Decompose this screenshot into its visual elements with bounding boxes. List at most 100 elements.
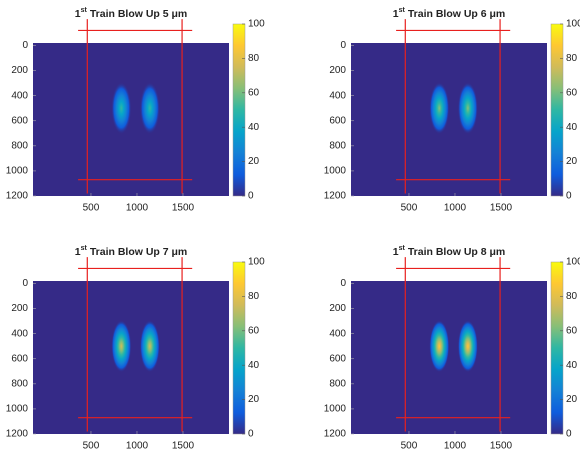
- title-prefix: 1: [393, 246, 399, 258]
- title-text: Train Blow Up 5 μm: [90, 8, 187, 20]
- colorbar-tick-label: 40: [248, 360, 260, 371]
- y-tick-label: 800: [11, 140, 28, 151]
- colorbar-tick-label: 40: [566, 360, 578, 371]
- x-tick-label: 1500: [490, 203, 513, 214]
- colorbar-tick-label: 20: [566, 394, 578, 405]
- subplot-title: 1st Train Blow Up 6 μm: [393, 7, 506, 20]
- x-tick-label: 1000: [126, 203, 149, 214]
- x-tick-label: 1500: [172, 203, 195, 214]
- beam-spot: [429, 82, 450, 135]
- y-tick-label: 1200: [324, 429, 347, 440]
- colorbar-tick-label: 80: [566, 53, 578, 64]
- y-tick-label: 400: [11, 90, 28, 101]
- image-background: [33, 43, 229, 196]
- y-tick-label: 1000: [6, 404, 29, 415]
- y-tick-label: 200: [11, 303, 28, 314]
- beam-spot: [457, 82, 478, 135]
- y-tick-label: 200: [11, 65, 28, 76]
- colorbar: [232, 23, 246, 197]
- colorbar-tick-label: 80: [566, 291, 578, 302]
- x-tick-label: 1000: [126, 441, 149, 449]
- y-tick-label: 1200: [324, 191, 347, 202]
- x-tick-label: 1500: [172, 441, 195, 449]
- title-superscript: st: [81, 7, 88, 14]
- title-superscript: st: [399, 7, 406, 14]
- beam-spot: [457, 320, 478, 373]
- beam-spot: [139, 320, 160, 373]
- y-tick-label: 1200: [6, 429, 29, 440]
- y-tick-label: 200: [329, 65, 346, 76]
- colorbar: [232, 261, 246, 435]
- colorbar-tick-label: 80: [248, 291, 260, 302]
- colorbar-tick-label: 100: [566, 257, 580, 268]
- y-tick-label: 1000: [324, 404, 347, 415]
- colorbar-tick-label: 0: [566, 429, 572, 440]
- y-tick-label: 0: [22, 278, 28, 289]
- y-tick-label: 0: [340, 40, 346, 51]
- y-tick-label: 1000: [324, 166, 347, 177]
- colorbar-tick-label: 60: [248, 87, 260, 98]
- y-tick-label: 0: [340, 278, 346, 289]
- x-tick-label: 1500: [490, 441, 513, 449]
- beam-spot: [111, 320, 132, 373]
- y-tick-label: 800: [329, 140, 346, 151]
- colorbar-tick-label: 100: [566, 19, 580, 30]
- y-tick-label: 1000: [6, 166, 29, 177]
- title-superscript: st: [81, 245, 88, 252]
- colorbar-tick-label: 0: [248, 191, 254, 202]
- colorbar-tick-label: 20: [248, 156, 260, 167]
- y-tick-label: 800: [11, 378, 28, 389]
- y-tick-label: 200: [329, 303, 346, 314]
- colorbar-tick-label: 40: [248, 122, 260, 133]
- title-text: Train Blow Up 7 μm: [90, 246, 187, 258]
- y-tick-label: 0: [22, 40, 28, 51]
- title-prefix: 1: [75, 8, 81, 20]
- image-background: [351, 43, 547, 196]
- colorbar-tick-label: 20: [248, 394, 260, 405]
- y-tick-label: 600: [11, 115, 28, 126]
- title-prefix: 1: [75, 246, 81, 258]
- colorbar: [550, 23, 564, 197]
- colorbar-tick-label: 0: [248, 429, 254, 440]
- y-tick-label: 1200: [6, 191, 29, 202]
- x-tick-label: 1000: [444, 203, 467, 214]
- x-tick-label: 500: [401, 441, 418, 449]
- colorbar-tick-label: 60: [566, 325, 578, 336]
- colorbar-tick-label: 60: [248, 325, 260, 336]
- colorbar-tick-label: 80: [248, 53, 260, 64]
- beam-spot: [139, 82, 160, 135]
- y-tick-label: 600: [329, 353, 346, 364]
- subplot-title: 1st Train Blow Up 5 μm: [75, 7, 188, 20]
- title-superscript: st: [399, 245, 406, 252]
- x-tick-label: 500: [83, 203, 100, 214]
- title-text: Train Blow Up 6 μm: [408, 8, 505, 20]
- beam-spot: [111, 82, 132, 135]
- x-tick-label: 1000: [444, 441, 467, 449]
- x-tick-label: 500: [401, 203, 418, 214]
- colorbar: [550, 261, 564, 435]
- beam-spot: [429, 320, 450, 373]
- y-tick-label: 400: [11, 328, 28, 339]
- title-text: Train Blow Up 8 μm: [408, 246, 505, 258]
- colorbar-tick-label: 60: [566, 87, 578, 98]
- colorbar-tick-label: 40: [566, 122, 578, 133]
- y-tick-label: 600: [329, 115, 346, 126]
- title-prefix: 1: [393, 8, 399, 20]
- image-background: [33, 281, 229, 434]
- colorbar-tick-label: 100: [248, 257, 265, 268]
- colorbar-tick-label: 100: [248, 19, 265, 30]
- image-background: [351, 281, 547, 434]
- y-tick-label: 800: [329, 378, 346, 389]
- colorbar-tick-label: 20: [566, 156, 578, 167]
- subplot-title: 1st Train Blow Up 7 μm: [75, 245, 188, 258]
- x-tick-label: 500: [83, 441, 100, 449]
- subplot-title: 1st Train Blow Up 8 μm: [393, 245, 506, 258]
- colorbar-tick-label: 0: [566, 191, 572, 202]
- y-tick-label: 400: [329, 328, 346, 339]
